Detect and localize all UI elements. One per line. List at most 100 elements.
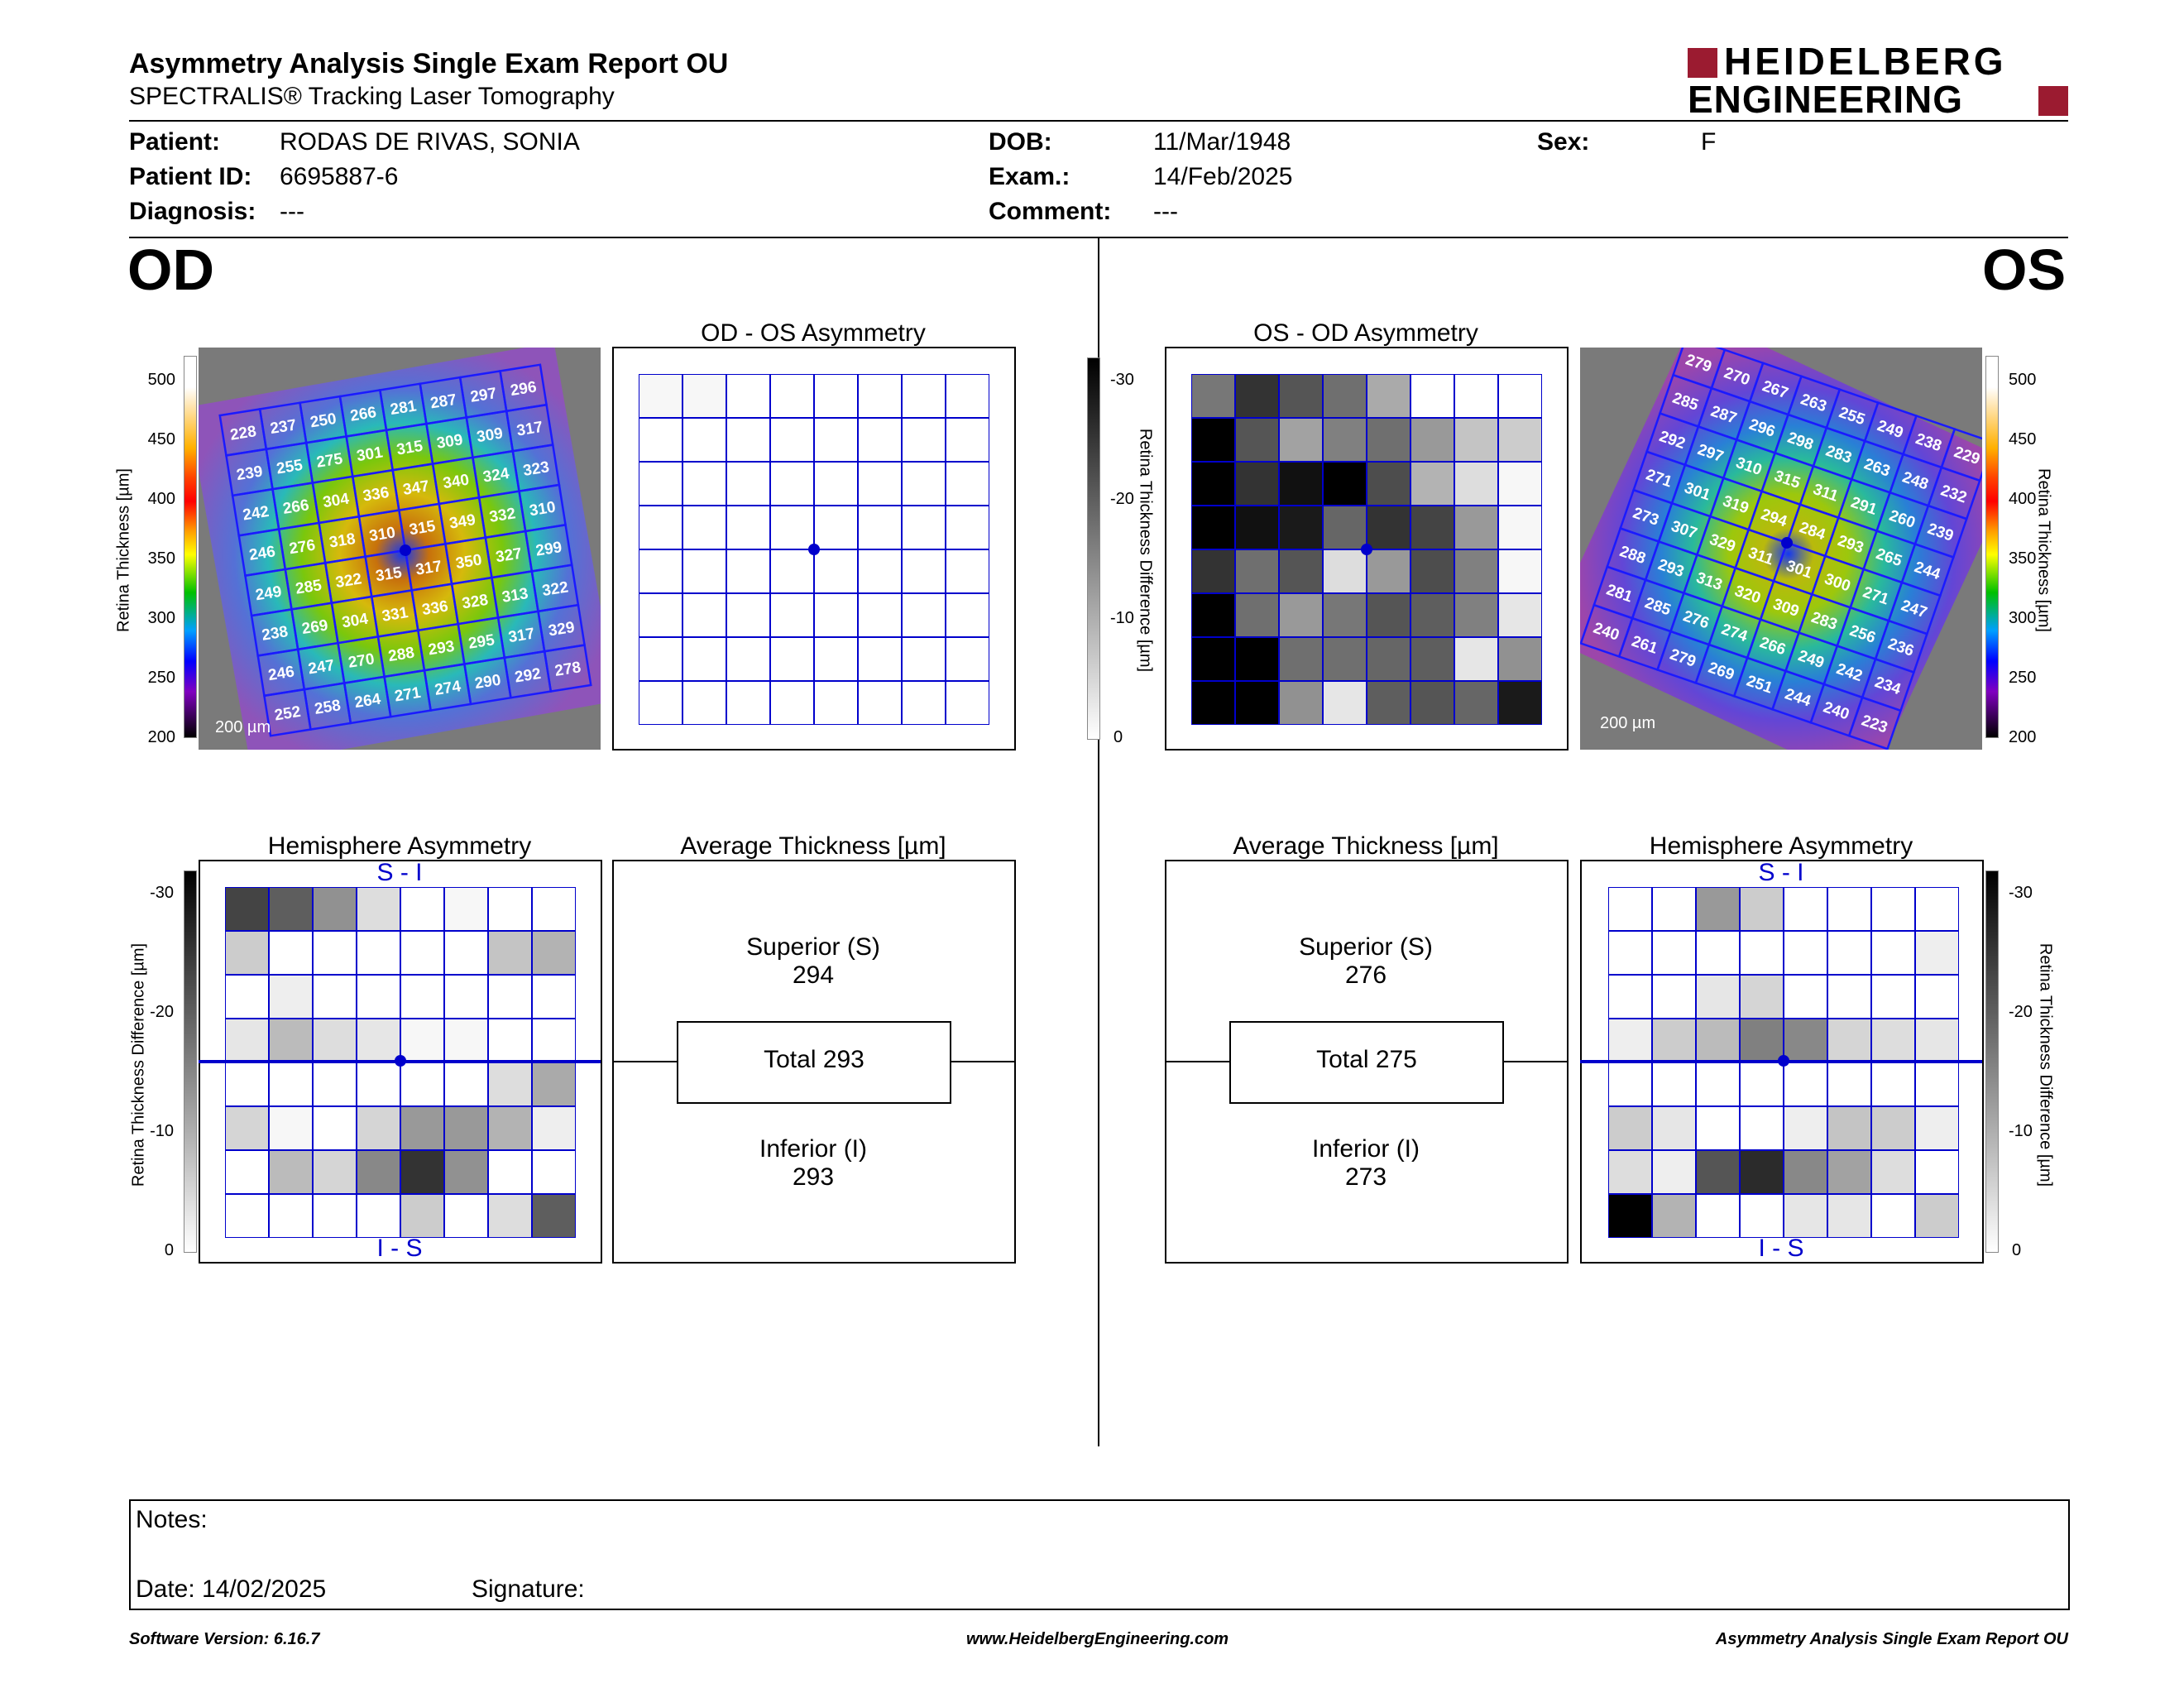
- os-asymmetry-cell: [1454, 636, 1499, 682]
- od-hemisphere-cell: [400, 930, 445, 976]
- os-asymmetry-cell: [1278, 374, 1324, 419]
- od-hemisphere-cell: [312, 887, 357, 932]
- notes-box[interactable]: [129, 1499, 2070, 1610]
- od-hemisphere-cell: [531, 930, 576, 976]
- notes-label: Notes:: [136, 1506, 208, 1533]
- od-thickness-value: 239: [235, 463, 264, 484]
- os-hemisphere-cell: [1608, 930, 1653, 976]
- tick-0: 0: [164, 1241, 174, 1259]
- od-thickness-value: 328: [461, 592, 490, 613]
- os-inferior-label: Inferior (I): [1311, 1135, 1420, 1163]
- os-scale-bar-label: 200 µm: [1600, 714, 1655, 732]
- od-thickness-value: 336: [362, 484, 390, 506]
- od-hemisphere-cell: [443, 1193, 489, 1238]
- od-thickness-value: 228: [229, 423, 258, 444]
- logo-line-1: HEIDELBERG: [1724, 40, 2007, 83]
- od-asymmetry-cell: [726, 505, 771, 550]
- os-asymmetry-cell: [1278, 592, 1324, 638]
- od-thickness-value: 255: [275, 457, 304, 478]
- od-thickness-value: 293: [427, 638, 456, 659]
- os-is-label: I - S: [1758, 1235, 1804, 1262]
- od-asymmetry-cell: [639, 505, 683, 550]
- os-asymmetry-cell: [1278, 505, 1324, 550]
- os-hemisphere-cell: [1651, 1149, 1697, 1195]
- od-hemisphere-cell: [356, 1062, 401, 1107]
- tick-500: 500: [147, 371, 175, 389]
- os-hemisphere-cell: [1827, 887, 1872, 932]
- od-thickness-value: 317: [414, 558, 443, 579]
- od-asymmetry-cell: [726, 461, 771, 506]
- os-asymmetry-cell: [1454, 461, 1499, 506]
- os-asymmetry-cell: [1191, 592, 1236, 638]
- diagnosis-value: ---: [280, 198, 304, 225]
- od-thickness-value: 304: [341, 611, 370, 632]
- od-asymmetry-cell: [682, 549, 727, 594]
- od-asymmetry-cell: [857, 374, 903, 419]
- od-asymmetry-cell: [726, 549, 771, 594]
- sex-value: F: [1701, 128, 1717, 156]
- od-thickness-value: 252: [273, 703, 302, 725]
- od-thickness-value: 292: [514, 665, 543, 687]
- os-asymmetry-cell: [1234, 417, 1280, 463]
- od-scale-bar-label: 200 µm: [215, 718, 271, 736]
- od-total-box: [677, 1021, 951, 1104]
- os-average-title: Average Thickness [µm]: [1233, 832, 1499, 860]
- od-hemisphere-cell: [400, 1193, 445, 1238]
- od-superior-label: Superior (S): [746, 933, 880, 961]
- os-hemisphere-cell: [1827, 1193, 1872, 1238]
- os-asymmetry-cell: [1234, 636, 1280, 682]
- tick-minus30: -30: [1110, 371, 1134, 389]
- od-hemisphere-cell: [356, 930, 401, 976]
- od-thickness-value: 310: [528, 499, 557, 520]
- od-hemisphere-cell: [225, 1149, 270, 1195]
- patient-label: Patient:: [129, 128, 221, 156]
- od-thickness-value: 250: [309, 410, 338, 432]
- os-asymmetry-cell: [1366, 636, 1411, 682]
- os-thickness-colorbar: [1985, 356, 1999, 738]
- os-asymmetry-cell: [1322, 592, 1367, 638]
- os-hemisphere-cell: [1739, 974, 1784, 1019]
- od-thickness-value: 350: [454, 551, 483, 573]
- od-thickness-value: 309: [476, 424, 505, 446]
- os-hemisphere-cell: [1695, 974, 1741, 1019]
- header-divider: [129, 120, 2068, 122]
- os-hemisphere-cell: [1695, 1105, 1741, 1151]
- od-hemisphere-cell: [268, 1105, 314, 1151]
- od-thickness-value: 324: [481, 465, 510, 487]
- os-hemisphere-cell: [1695, 887, 1741, 932]
- os-asymmetry-cell: [1410, 549, 1455, 594]
- os-hemisphere-cell: [1914, 974, 1959, 1019]
- od-asymmetry-cell: [813, 592, 859, 638]
- od-thickness-value: 290: [473, 672, 502, 693]
- os-asymmetry-cell: [1454, 680, 1499, 725]
- os-asymmetry-cell: [1410, 680, 1455, 725]
- od-hemisphere-cell: [225, 930, 270, 976]
- od-fundus-thickness-map: 228 237 250 266 281 287 297 296 239 255 275 301 315 3…: [199, 348, 601, 750]
- od-asymmetry-cell: [769, 549, 815, 594]
- os-hemisphere-cell: [1608, 887, 1653, 932]
- od-thickness-ticks: 500 450 400 350 300 250 200: [132, 371, 175, 751]
- od-thickness-value: 347: [402, 477, 431, 499]
- od-thickness-value: 315: [408, 518, 437, 539]
- od-thickness-value: 336: [421, 597, 450, 619]
- od-hemisphere-cell: [268, 1149, 314, 1195]
- website-link[interactable]: www.HeidelbergEngineering.com: [966, 1630, 1229, 1648]
- od-hemisphere-cell: [356, 1149, 401, 1195]
- tick-250: 250: [147, 669, 175, 687]
- os-hemisphere-grid: [1608, 887, 1959, 1238]
- os-hemisphere-cell: [1827, 930, 1872, 976]
- od-hemisphere-cell: [312, 1105, 357, 1151]
- od-asymmetry-cell: [857, 592, 903, 638]
- os-hemisphere-cell: [1783, 974, 1828, 1019]
- od-hemisphere-cell: [443, 930, 489, 976]
- od-asymmetry-cell: [813, 374, 859, 419]
- od-hemisphere-cell: [487, 887, 533, 932]
- od-thickness-value: 246: [267, 663, 296, 684]
- os-hemisphere-cell: [1739, 1105, 1784, 1151]
- od-hemisphere-cell: [400, 1018, 445, 1063]
- tick-250: 250: [2009, 669, 2037, 687]
- signature-label: Signature:: [472, 1575, 585, 1603]
- os-hemisphere-cell: [1827, 1018, 1872, 1063]
- od-asymmetry-cell: [857, 549, 903, 594]
- os-asymmetry-cell: [1191, 374, 1236, 419]
